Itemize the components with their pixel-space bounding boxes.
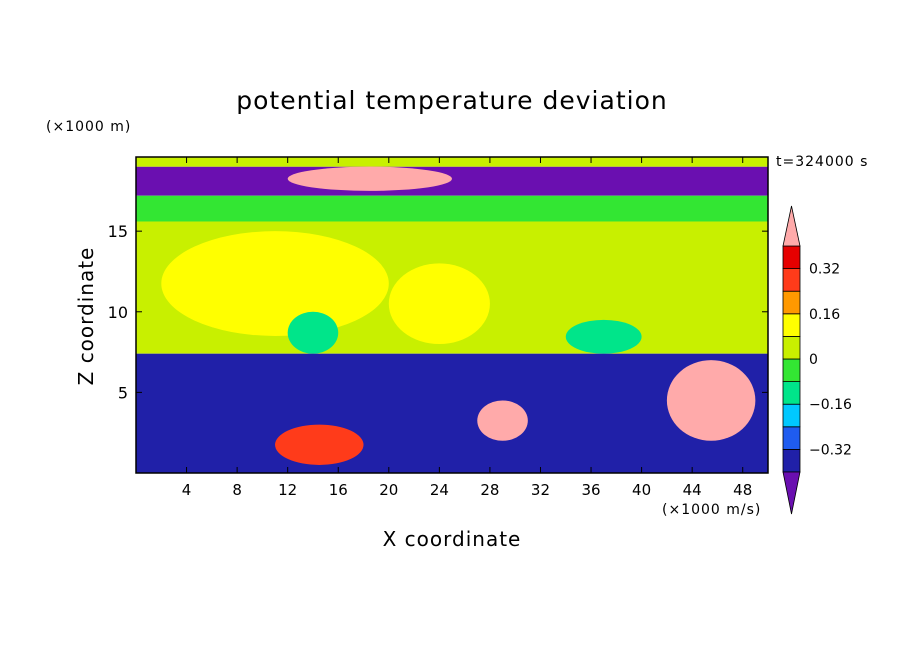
x-tick-label: 48 — [733, 481, 752, 499]
field-region — [565, 319, 642, 354]
y-tick-label: 10 — [108, 303, 128, 322]
x-axis: 4 8 12 16 20 24 28 32 36 40 44 48 — [182, 157, 752, 499]
y-axis: 5 10 15 — [108, 222, 768, 402]
field-region — [161, 231, 389, 336]
field-region — [136, 157, 768, 167]
colorbar-tick-label: 0 — [809, 352, 818, 368]
x-tick-label: 4 — [182, 481, 192, 499]
x-tick-label: 24 — [430, 481, 449, 499]
x-axis-unit: (×1000 m/s) — [662, 502, 762, 518]
field-region — [136, 166, 768, 196]
x-tick-label: 32 — [531, 481, 550, 499]
colorbar-bin — [782, 426, 801, 450]
plot-frame — [135, 156, 769, 474]
colorbar-bin — [782, 268, 801, 292]
x-tick-label: 12 — [278, 481, 297, 499]
colorbar-bin — [782, 358, 801, 383]
colorbar-tick-label: 0.16 — [809, 307, 840, 323]
colorbar-bin — [782, 381, 801, 405]
colorbar-bin — [782, 313, 801, 337]
time-label: t=324000 s — [776, 154, 869, 170]
colorbar-tick-label: −0.32 — [809, 442, 852, 458]
y-tick-label: 15 — [108, 222, 128, 241]
x-tick-label: 28 — [480, 481, 499, 499]
x-axis-label: X coordinate — [382, 527, 522, 551]
colorbar: 0.32 0.16 0 −0.16 −0.32 — [782, 205, 852, 515]
x-tick-label: 40 — [632, 481, 651, 499]
field-region — [287, 311, 339, 354]
colorbar-extend-top — [782, 205, 801, 247]
x-tick-label: 16 — [329, 481, 348, 499]
x-tick-label: 20 — [379, 481, 398, 499]
x-tick-label: 44 — [683, 481, 702, 499]
contour-field — [136, 157, 768, 473]
colorbar-bin — [782, 335, 801, 360]
colorbar-extend-bottom — [782, 471, 801, 515]
colorbar-bin — [782, 245, 801, 270]
colorbar-bin — [782, 448, 801, 473]
field-region — [136, 195, 768, 222]
chart-title: potential temperature deviation — [236, 86, 668, 115]
field-region — [477, 400, 528, 441]
field-region — [388, 263, 490, 345]
field-region — [136, 353, 768, 473]
y-axis-label: Z coordinate — [74, 246, 98, 386]
y-axis-unit: (×1000 m) — [46, 119, 132, 135]
x-tick-label: 36 — [581, 481, 600, 499]
y-tick-label: 5 — [118, 383, 128, 402]
colorbar-bin — [782, 403, 801, 428]
field-region — [287, 166, 452, 191]
colorbar-tick-label: 0.32 — [809, 262, 840, 278]
x-tick-label: 8 — [232, 481, 242, 499]
field-region — [666, 360, 756, 441]
field-region — [275, 424, 364, 465]
colorbar-tick-label: −0.16 — [809, 397, 852, 413]
colorbar-bin — [782, 290, 801, 315]
